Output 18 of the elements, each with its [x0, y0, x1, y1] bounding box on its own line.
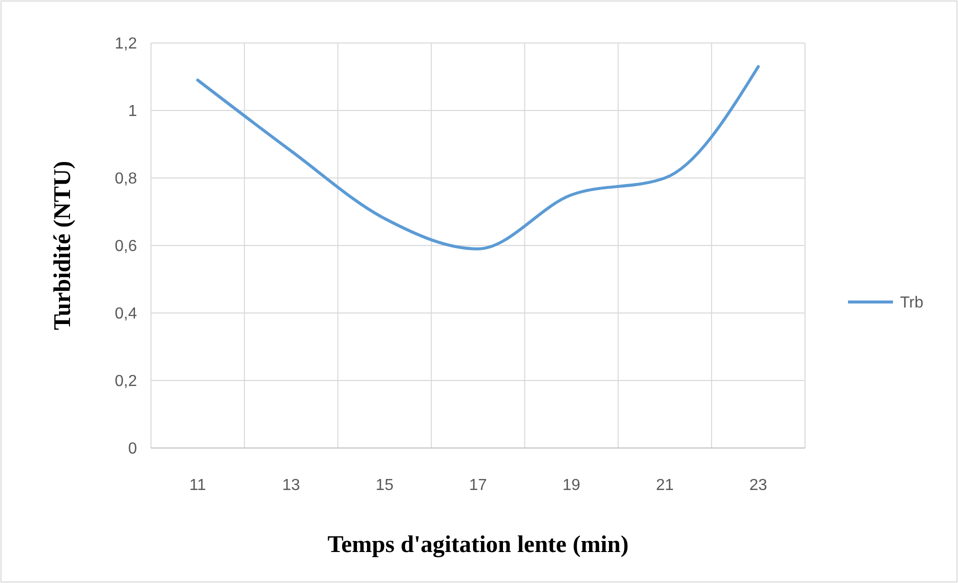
y-tick-label: 0,2	[114, 373, 138, 390]
legend-label: Trb	[900, 294, 924, 312]
x-tick-label: 11	[189, 477, 206, 494]
y-tick-label: 0,6	[114, 238, 138, 256]
x-tick-label: 13	[282, 477, 300, 494]
x-tick-label: 19	[562, 477, 580, 494]
x-axis-title: Temps d'agitation lente (min)	[327, 532, 629, 558]
line-series	[196, 65, 760, 250]
y-tick-label: 1,2	[114, 36, 138, 53]
x-tick-label: 21	[656, 477, 674, 494]
x-tick-label: 17	[469, 477, 487, 494]
y-axis-title: Turbidité (NTU)	[50, 160, 76, 330]
y-tick-label: 0	[128, 440, 138, 458]
x-tick-label: 15	[376, 477, 394, 494]
y-tick-label: 1	[128, 103, 138, 120]
y-tick-label: 0,8	[114, 170, 138, 188]
x-tick-label: 23	[749, 477, 768, 494]
y-tick-label: 0,4	[114, 306, 138, 323]
